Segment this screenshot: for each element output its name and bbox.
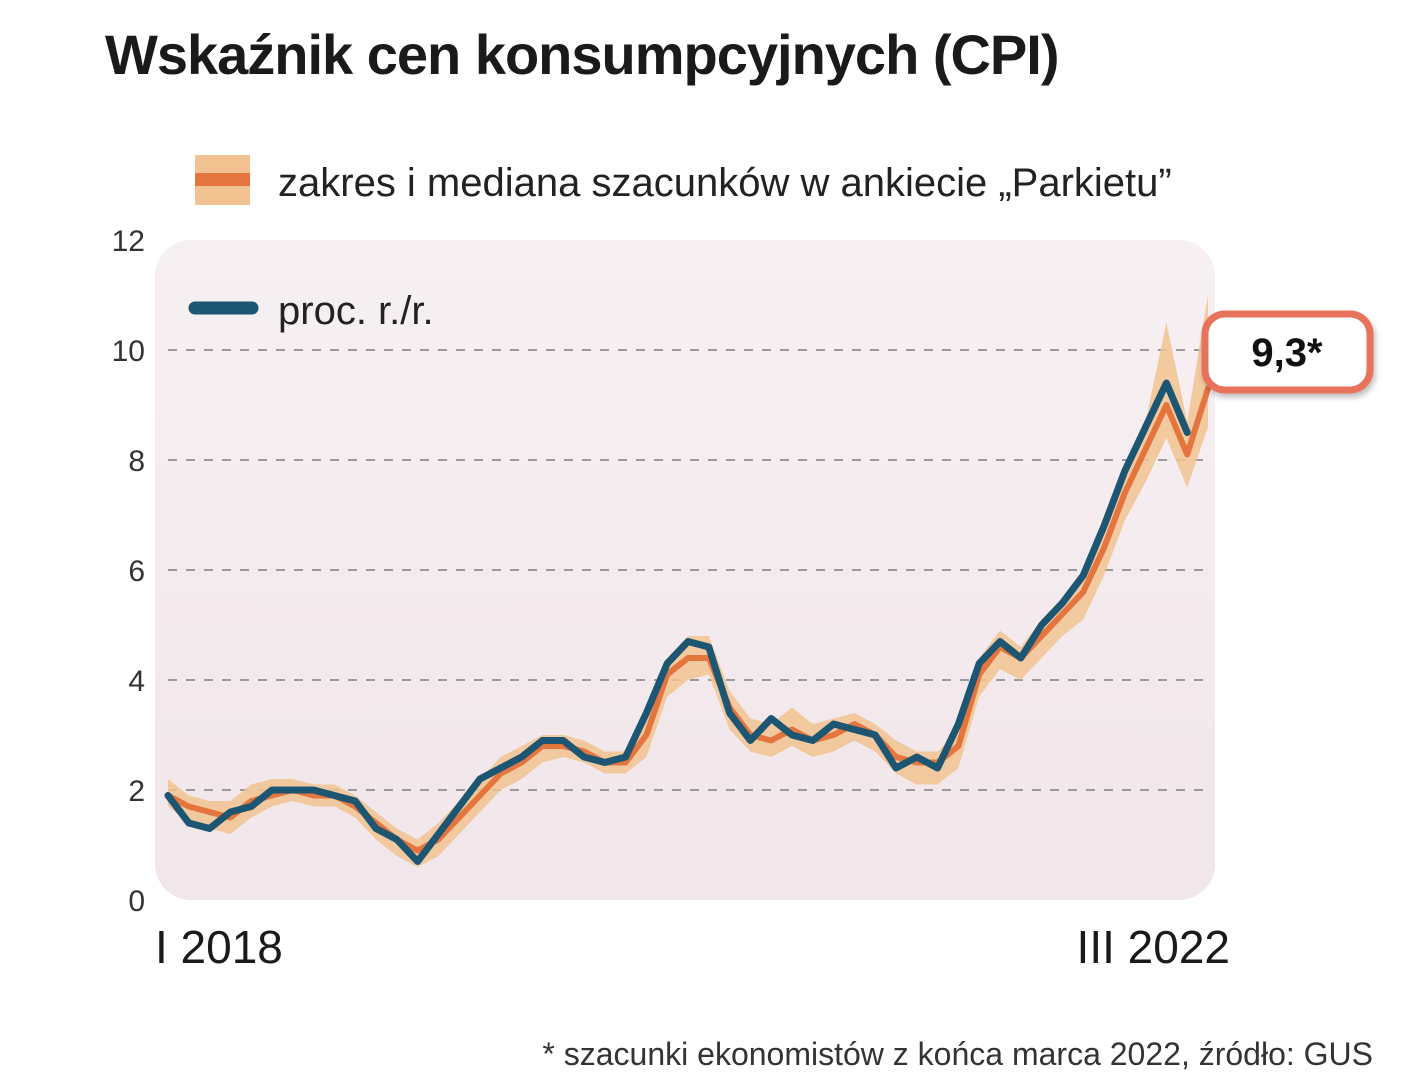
legend-cpi-label: proc. r./r. <box>278 289 434 333</box>
y-tick-label: 10 <box>112 335 145 368</box>
y-axis-ticks: 0 2 4 6 8 10 12 <box>112 225 145 918</box>
legend-range-median: zakres i mediana szacunków w ankiecie „P… <box>195 155 1172 205</box>
forecast-callout-box <box>1201 310 1374 394</box>
y-tick-label: 4 <box>128 665 145 698</box>
x-tick-label: I 2018 <box>155 921 283 973</box>
legend-median-swatch <box>195 173 250 186</box>
y-tick-label: 2 <box>128 775 145 808</box>
legend-range-label: zakres i mediana szacunków w ankiecie „P… <box>278 161 1172 205</box>
grid-lines <box>168 349 1212 791</box>
forecast-callout-value: 9,3* <box>1251 331 1323 375</box>
chart-title: Wskaźnik cen konsumpcyjnych (CPI) <box>105 23 1059 86</box>
legend-cpi: proc. r./r. <box>188 289 434 333</box>
y-tick-label: 0 <box>128 885 145 918</box>
forecast-callout <box>1201 310 1374 394</box>
y-tick-label: 8 <box>128 445 145 478</box>
x-tick-label: III 2022 <box>1077 921 1230 973</box>
y-tick-label: 6 <box>128 555 145 588</box>
footnote: * szacunki ekonomistów z końca marca 202… <box>542 1036 1373 1072</box>
x-axis-ticks: I 2018 III 2022 <box>155 921 1230 973</box>
cpi-yoy-line <box>164 379 1191 865</box>
y-tick-label: 12 <box>112 225 145 258</box>
